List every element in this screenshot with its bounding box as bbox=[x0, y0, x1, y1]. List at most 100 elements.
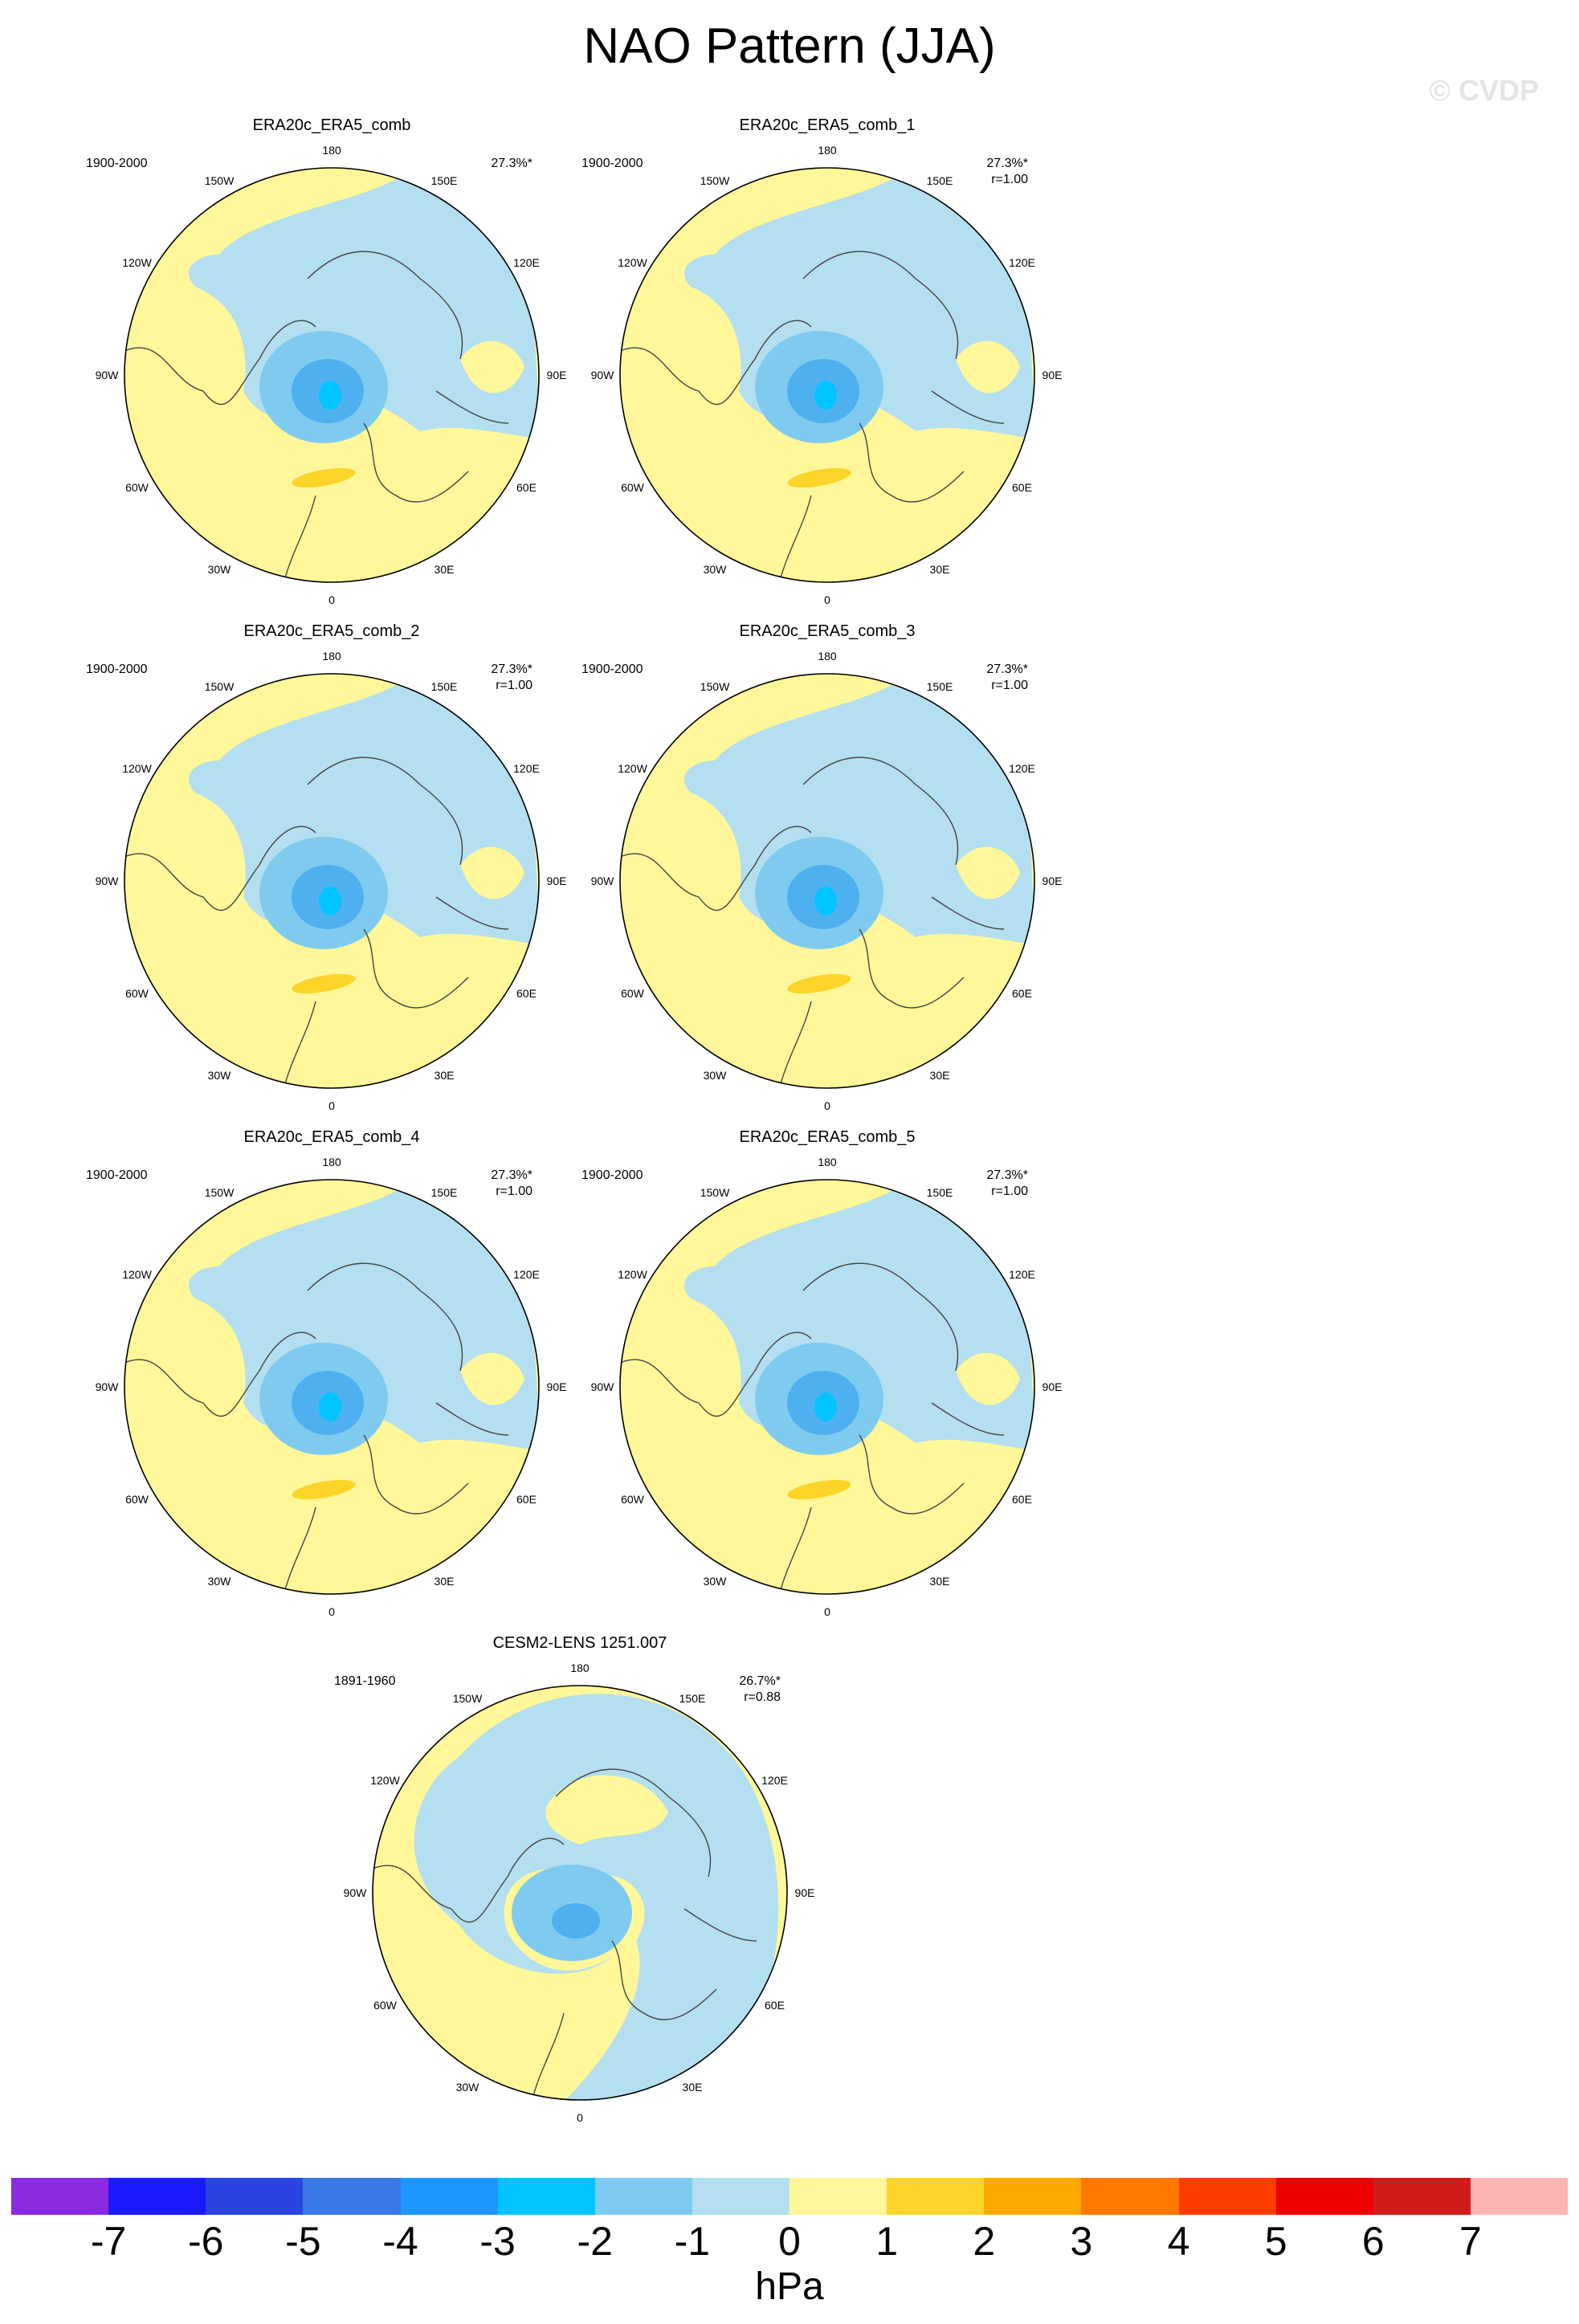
longitude-label: 60W bbox=[621, 1493, 644, 1506]
negative-anomaly-core bbox=[319, 381, 341, 410]
map-border bbox=[124, 1179, 540, 1595]
longitude-label: 150W bbox=[700, 173, 730, 187]
longitude-label: 90E bbox=[1042, 369, 1063, 381]
longitude-label: 0 bbox=[824, 1099, 830, 1112]
positive-anomaly-contour bbox=[292, 1479, 356, 1500]
negative-anomaly-core bbox=[814, 1392, 837, 1421]
longitude-label: 30W bbox=[455, 2081, 479, 2094]
colorbar-cell bbox=[594, 2178, 692, 2215]
panel-pattern-correlation: r=1.00 bbox=[496, 1184, 532, 1198]
longitude-label: 60E bbox=[765, 1999, 785, 2012]
coastline bbox=[620, 756, 1005, 1088]
longitude-label: 120E bbox=[513, 256, 540, 269]
polar-map bbox=[124, 167, 540, 583]
longitude-label: 30W bbox=[703, 1575, 727, 1588]
map-panel: ERA20c_ERA5_comb_1 1900-2000 27.3%* r=1.00 1… bbox=[578, 116, 1076, 606]
panel-pattern-correlation: r=0.88 bbox=[744, 1690, 781, 1704]
longitude-label: 60W bbox=[125, 1493, 149, 1506]
longitude-label: 60W bbox=[621, 987, 644, 1000]
panel-title: ERA20c_ERA5_comb_1 bbox=[739, 116, 916, 134]
colorbar-cell bbox=[108, 2178, 206, 2215]
panel-variance-explained: 26.7%* bbox=[739, 1674, 781, 1688]
negative-anomaly-core bbox=[814, 887, 837, 915]
map-border bbox=[619, 1179, 1035, 1595]
colorbar-tick-label: 7 bbox=[1459, 2219, 1482, 2264]
longitude-label: 60W bbox=[373, 1999, 397, 2012]
panel-period: 1900-2000 bbox=[581, 663, 643, 676]
panel-title: CESM2-LENS 1251.007 bbox=[492, 1634, 667, 1652]
map-panel: ERA20c_ERA5_comb_5 1900-2000 27.3%* r=1.00 1… bbox=[578, 1128, 1076, 1618]
longitude-label: 150E bbox=[926, 679, 953, 693]
colorbar-tick-label: -6 bbox=[188, 2219, 224, 2264]
negative-anomaly-core bbox=[319, 1392, 341, 1421]
longitude-label: 60E bbox=[516, 987, 537, 1000]
longitude-label: 30E bbox=[434, 563, 455, 577]
positive-anomaly-contour bbox=[787, 973, 851, 994]
panel-title: ERA20c_ERA5_comb bbox=[252, 116, 411, 134]
longitude-label: 180 bbox=[322, 144, 341, 157]
longitude-label: 90W bbox=[95, 875, 119, 887]
colorbar-cell bbox=[887, 2178, 985, 2215]
longitude-label: 60E bbox=[1012, 481, 1032, 494]
longitude-label: 150W bbox=[700, 1185, 730, 1199]
colorbar-unit: hPa bbox=[755, 2265, 824, 2308]
panel-pattern-correlation: r=1.00 bbox=[496, 679, 532, 692]
polar-map bbox=[124, 673, 540, 1089]
panel-pattern-correlation: r=1.00 bbox=[991, 1184, 1028, 1198]
coastline bbox=[373, 1768, 757, 2100]
longitude-label: 90W bbox=[590, 1380, 614, 1393]
colorbar-tick-label: -1 bbox=[674, 2219, 711, 2264]
coastline bbox=[124, 1262, 509, 1594]
colorbar-tick-label: -2 bbox=[577, 2219, 613, 2264]
longitude-label: 60W bbox=[125, 481, 149, 494]
colorbar-cell bbox=[303, 2178, 401, 2215]
coastline bbox=[620, 1262, 1005, 1594]
longitude-label: 90W bbox=[95, 369, 119, 381]
longitude-label: 0 bbox=[824, 1605, 830, 1618]
positive-anomaly-patch bbox=[956, 340, 1020, 393]
panel-pattern-correlation: r=1.00 bbox=[991, 173, 1028, 186]
negative-anomaly-region bbox=[414, 1694, 779, 2100]
longitude-label: 180 bbox=[322, 650, 341, 663]
colorbar-cell bbox=[984, 2178, 1082, 2215]
longitude-label: 30E bbox=[929, 1069, 950, 1082]
positive-anomaly-region bbox=[545, 1775, 668, 1845]
longitude-label: 90E bbox=[1042, 1380, 1063, 1393]
panel-variance-explained: 27.3%* bbox=[491, 157, 532, 170]
longitude-label: 120W bbox=[122, 256, 152, 269]
positive-anomaly-patch bbox=[460, 340, 524, 393]
longitude-label: 90W bbox=[590, 875, 614, 887]
colorbar-cell bbox=[1373, 2178, 1471, 2215]
longitude-label: 150E bbox=[430, 1185, 458, 1199]
longitude-label: 30E bbox=[929, 563, 950, 577]
colorbar-tick-label: 6 bbox=[1361, 2219, 1385, 2264]
longitude-label: 60E bbox=[1012, 1493, 1032, 1506]
longitude-label: 60E bbox=[516, 481, 537, 494]
panel-title: ERA20c_ERA5_comb_3 bbox=[739, 622, 916, 640]
figure-title: NAO Pattern (JJA) bbox=[583, 18, 996, 74]
panel-title: ERA20c_ERA5_comb_5 bbox=[739, 1128, 916, 1146]
panel-variance-explained: 27.3%* bbox=[986, 1168, 1028, 1182]
longitude-label: 150W bbox=[452, 1691, 483, 1705]
panel-period: 1900-2000 bbox=[86, 663, 148, 676]
colorbar-tick-label: -5 bbox=[285, 2219, 321, 2264]
longitude-label: 180 bbox=[570, 1661, 590, 1674]
colorbar-cell bbox=[400, 2178, 498, 2215]
longitude-label: 30W bbox=[703, 563, 727, 577]
longitude-label: 60W bbox=[125, 987, 149, 1000]
positive-anomaly-contour bbox=[787, 1479, 851, 1500]
longitude-label: 150W bbox=[700, 679, 730, 693]
longitude-label: 120W bbox=[618, 256, 647, 269]
colorbar-cell bbox=[1081, 2178, 1179, 2215]
longitude-label: 90E bbox=[546, 369, 567, 381]
longitude-label: 120E bbox=[1009, 256, 1035, 269]
coastline bbox=[620, 251, 1005, 582]
longitude-label: 90W bbox=[95, 1380, 119, 1393]
longitude-label: 30W bbox=[207, 1069, 231, 1082]
longitude-label: 150E bbox=[430, 679, 458, 693]
colorbar-tick-label: 3 bbox=[1070, 2219, 1093, 2264]
map-border bbox=[124, 167, 540, 583]
longitude-label: 90E bbox=[546, 1380, 567, 1393]
map-border bbox=[372, 1685, 788, 2101]
colorbar-tick-label: 1 bbox=[875, 2219, 899, 2264]
